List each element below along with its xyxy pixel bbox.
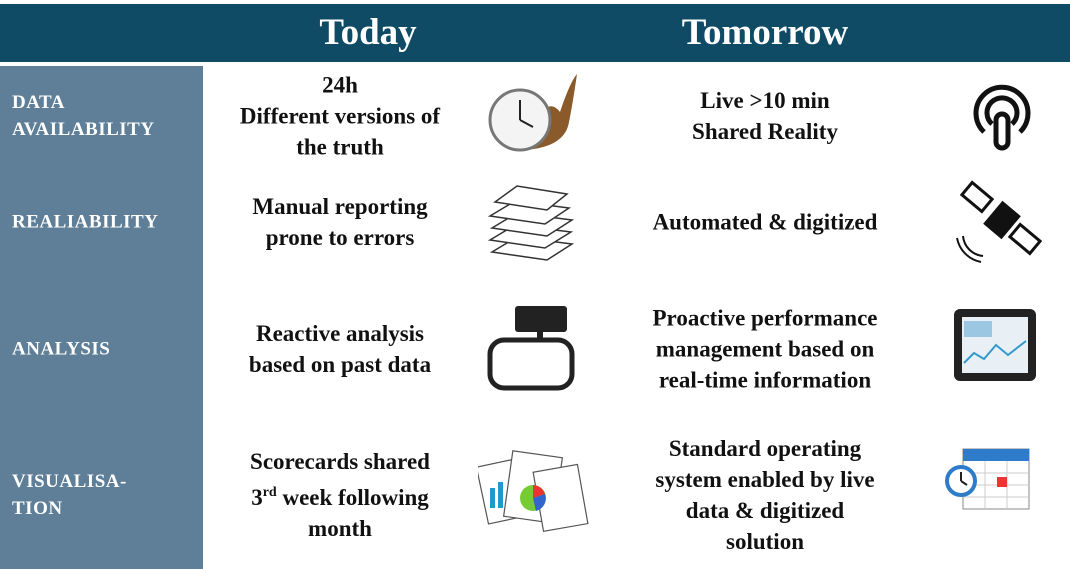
row-label: VISUALISA- TION [12,468,127,522]
today-text: Manual reporting prone to errors [252,191,427,253]
label-line: REALIABILITY [12,211,159,233]
row-label: DATA AVAILABILITY [12,89,155,143]
today-text: Reactive analysis based on past data [249,318,431,380]
text-line: Proactive performance [652,305,878,331]
column-heading: Today [319,12,417,53]
text-part: 3 [251,484,263,510]
text-line: Manual reporting [252,194,428,219]
today-text: 24h Different versions of the truth [240,70,440,163]
text-line: management based on [655,336,875,362]
report-icon [478,450,589,533]
text-line: Scorecards shared [250,449,430,475]
text-line: data & digitized [685,498,845,523]
label-line: VISUALISA- [12,471,127,492]
paper-stack-icon [487,185,575,261]
calendar-icon [945,448,1030,510]
column-heading: Tomorrow [681,12,849,53]
text-line: 3rd week following [250,477,430,513]
text-line: 24h [322,72,358,98]
text-line: Shared Reality [692,119,838,144]
superscript: rd [262,485,277,501]
label-line: DATA [12,92,66,113]
text-line: the truth [296,134,384,160]
today-text: Scorecards shared 3rd week following month [250,446,430,544]
tomorrow-text: Proactive performance management based on… [652,303,877,396]
row-label-column [0,66,203,569]
text-line: month [308,515,372,541]
text-line: Different versions of [239,103,441,129]
text-part: week following [276,484,429,510]
text-line: Reactive analysis [255,321,425,346]
tomorrow-text: Live >10 min Shared Reality [692,85,838,147]
text-line: Automated & digitized [652,209,878,235]
satellite-icon [956,180,1043,263]
text-line: solution [726,529,804,554]
tablet-icon [954,309,1036,381]
text-line: prone to errors [265,225,415,250]
label-line: TION [12,498,63,519]
text-line: Standard operating [668,436,862,461]
snail-clock-icon [488,74,577,152]
text-line: system enabled by live [655,467,875,492]
broadcast-icon [973,84,1031,151]
tomorrow-text: Standard operating system enabled by live… [655,433,874,557]
tomorrow-text: Automated & digitized [653,207,878,238]
text-line: based on past data [248,352,432,377]
label-line: ANALYSIS [12,338,111,360]
row-label: ANALYSIS [12,336,110,363]
mirror-icon [487,306,575,391]
text-line: real-time information [658,367,872,393]
label-line: AVAILABILITY [12,119,155,140]
text-line: Live >10 min [700,88,830,113]
header-bar [0,4,1070,62]
row-label: REALIABILITY [12,209,158,236]
